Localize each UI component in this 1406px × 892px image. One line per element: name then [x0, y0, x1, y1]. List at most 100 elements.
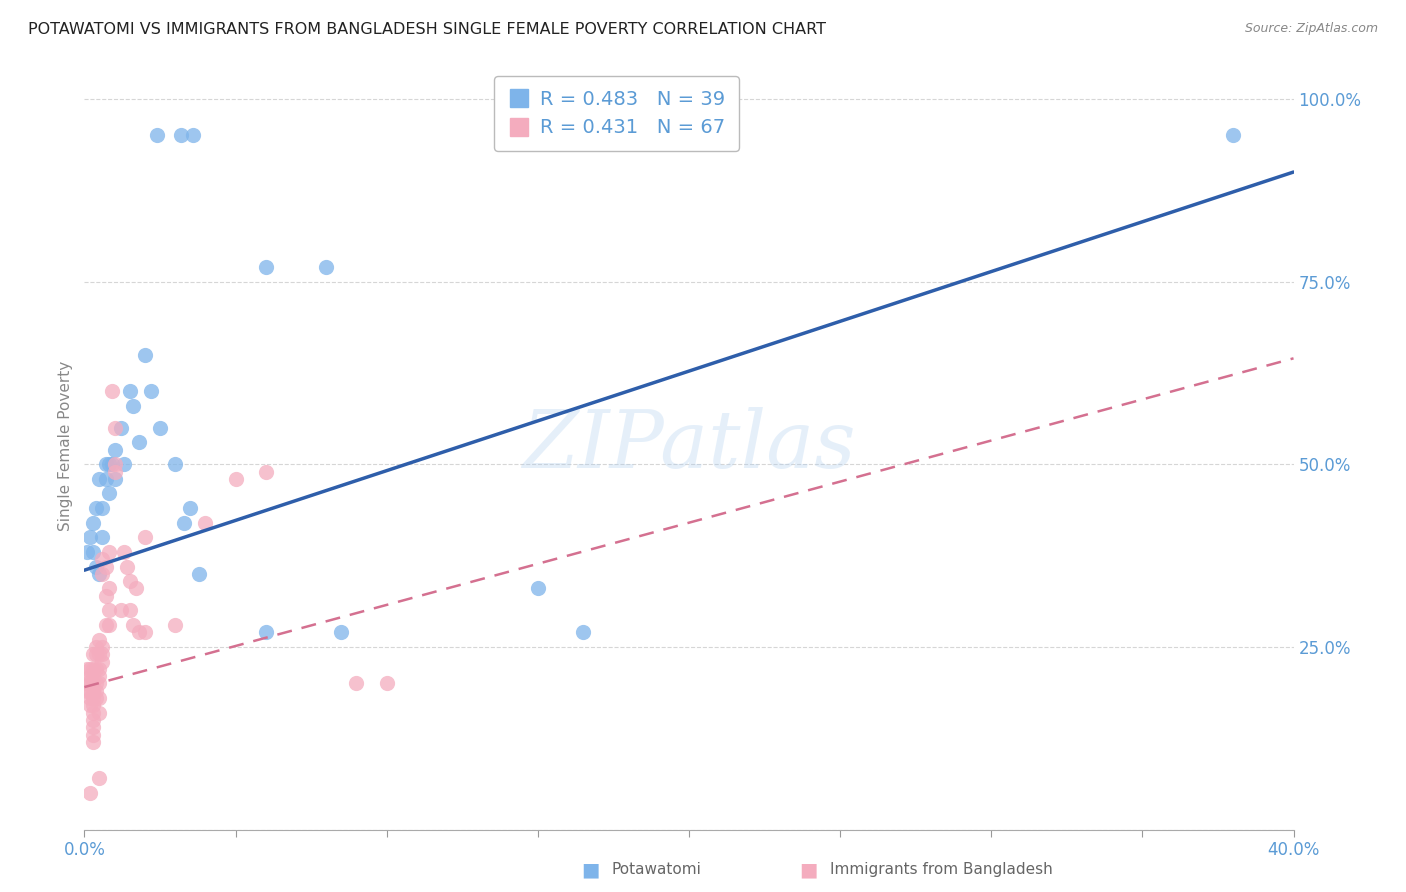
Point	[149, 421, 172, 435]
Text: ■: ■	[799, 860, 818, 880]
Point	[89, 566, 111, 581]
Point	[86, 647, 108, 661]
Point	[146, 128, 169, 143]
Point	[82, 545, 104, 559]
Point	[128, 625, 150, 640]
Point	[118, 574, 141, 589]
Point	[97, 582, 120, 596]
Text: Source: ZipAtlas.com: Source: ZipAtlas.com	[1244, 22, 1378, 36]
Point	[79, 669, 101, 683]
Point	[89, 662, 111, 676]
Point	[94, 589, 117, 603]
Point	[97, 618, 120, 632]
Point	[89, 706, 111, 720]
Point	[82, 691, 104, 706]
Point	[76, 676, 98, 690]
Point	[79, 786, 101, 800]
Point	[225, 472, 247, 486]
Point	[134, 625, 156, 640]
Point	[100, 457, 122, 471]
Point	[194, 516, 217, 530]
Point	[82, 698, 104, 713]
Point	[91, 501, 114, 516]
Point	[121, 618, 143, 632]
Point	[97, 486, 120, 500]
Point	[112, 545, 135, 559]
Point	[86, 559, 108, 574]
Point	[91, 655, 114, 669]
Point	[82, 676, 104, 690]
Point	[89, 647, 111, 661]
Point	[97, 457, 120, 471]
Point	[115, 559, 138, 574]
Point	[165, 618, 187, 632]
Point	[118, 384, 141, 399]
Point	[89, 676, 111, 690]
Point	[76, 662, 98, 676]
Point	[76, 545, 98, 559]
Point	[118, 603, 141, 617]
Text: Potawatomi: Potawatomi	[612, 863, 702, 877]
Point	[89, 772, 111, 786]
Point	[139, 384, 162, 399]
Point	[82, 662, 104, 676]
Point	[86, 683, 108, 698]
Point	[82, 735, 104, 749]
Point	[91, 566, 114, 581]
Point	[79, 676, 101, 690]
Point	[82, 706, 104, 720]
Text: POTAWATOMI VS IMMIGRANTS FROM BANGLADESH SINGLE FEMALE POVERTY CORRELATION CHART: POTAWATOMI VS IMMIGRANTS FROM BANGLADESH…	[28, 22, 827, 37]
Point	[82, 720, 104, 734]
Point	[254, 625, 277, 640]
Point	[254, 260, 277, 274]
Point	[134, 530, 156, 544]
Point	[79, 530, 101, 544]
Point	[97, 545, 120, 559]
Point	[94, 618, 117, 632]
Point	[91, 530, 114, 544]
Point	[89, 691, 111, 706]
Point	[165, 457, 187, 471]
Text: ■: ■	[581, 860, 600, 880]
Point	[79, 662, 101, 676]
Point	[112, 457, 135, 471]
Point	[315, 260, 337, 274]
Legend: R = 0.483   N = 39, R = 0.431   N = 67: R = 0.483 N = 39, R = 0.431 N = 67	[494, 76, 740, 151]
Point	[181, 128, 204, 143]
Point	[330, 625, 353, 640]
Point	[110, 603, 132, 617]
Point	[86, 640, 108, 654]
Point	[572, 625, 595, 640]
Point	[104, 472, 127, 486]
Point	[1222, 128, 1244, 143]
Point	[110, 421, 132, 435]
Point	[82, 713, 104, 727]
Point	[79, 691, 101, 706]
Point	[82, 516, 104, 530]
Y-axis label: Single Female Poverty: Single Female Poverty	[58, 361, 73, 531]
Point	[76, 683, 98, 698]
Text: Immigrants from Bangladesh: Immigrants from Bangladesh	[830, 863, 1052, 877]
Point	[89, 632, 111, 647]
Point	[94, 559, 117, 574]
Point	[82, 647, 104, 661]
Point	[82, 728, 104, 742]
Text: ZIPatlas: ZIPatlas	[522, 408, 856, 484]
Point	[79, 698, 101, 713]
Point	[346, 676, 368, 690]
Point	[79, 683, 101, 698]
Point	[375, 676, 398, 690]
Point	[86, 691, 108, 706]
Point	[86, 676, 108, 690]
Point	[134, 348, 156, 362]
Point	[91, 640, 114, 654]
Point	[94, 472, 117, 486]
Point	[86, 501, 108, 516]
Point	[170, 128, 193, 143]
Point	[104, 421, 127, 435]
Point	[89, 472, 111, 486]
Point	[179, 501, 201, 516]
Point	[188, 566, 211, 581]
Point	[97, 603, 120, 617]
Point	[94, 457, 117, 471]
